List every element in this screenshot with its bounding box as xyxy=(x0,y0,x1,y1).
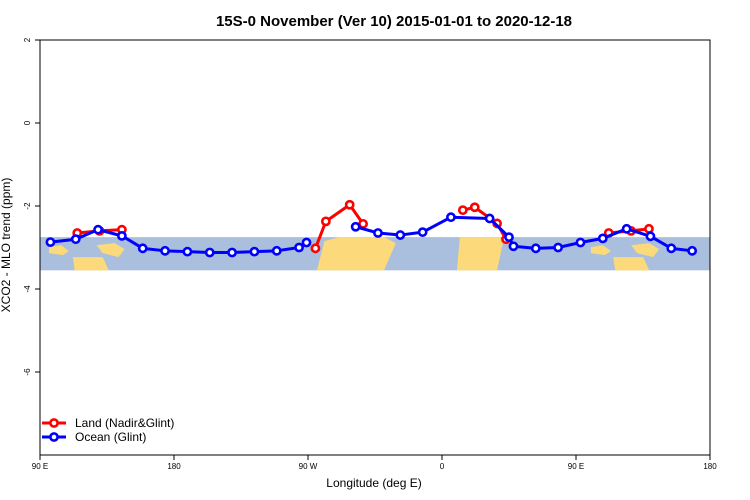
ocean-point xyxy=(301,237,312,248)
ocean-point xyxy=(70,234,81,245)
ocean-point xyxy=(575,237,586,248)
y-tick-label: 0 xyxy=(23,120,32,125)
land-maritime-se-asia-right xyxy=(590,245,611,256)
ocean-point xyxy=(45,237,56,248)
x-tick-label: 180 xyxy=(167,462,181,471)
land-point xyxy=(320,216,331,227)
legend-land-marker xyxy=(49,418,59,428)
legend-ocean-label: Ocean (Glint) xyxy=(75,430,146,444)
land-australia-left xyxy=(72,257,109,271)
ocean-point xyxy=(93,224,103,235)
y-tick-label: -2 xyxy=(23,202,32,210)
x-tick-label: 90 E xyxy=(568,462,584,471)
ocean-line xyxy=(355,215,693,253)
y-tick-label: 2 xyxy=(23,37,32,42)
ocean-point xyxy=(294,242,304,253)
land-point xyxy=(469,202,480,213)
series-layer xyxy=(45,199,698,258)
ocean-point xyxy=(373,228,383,238)
ocean-point xyxy=(666,243,677,254)
ocean-point xyxy=(249,246,260,257)
y-axis-label: XCO2 - MLO trend (ppm) xyxy=(0,178,13,313)
ocean-point xyxy=(553,242,564,253)
land-point xyxy=(457,205,468,216)
ocean-point xyxy=(504,232,514,243)
y-axis: 2 0 -2 -4 -6 xyxy=(23,37,40,376)
land-line xyxy=(314,203,365,249)
land-south-america xyxy=(316,237,396,271)
legend-land-label: Land (Nadir&Glint) xyxy=(75,416,174,430)
ocean-point xyxy=(160,245,170,256)
ocean-point xyxy=(137,243,148,254)
chart-title: 15S-0 November (Ver 10) 2015-01-01 to 20… xyxy=(216,13,572,30)
x-axis-label: Longitude (deg E) xyxy=(326,476,421,490)
ocean-point xyxy=(484,213,495,224)
x-axis: 90 E 180 90 W 0 90 E 180 xyxy=(32,455,717,471)
ocean-point xyxy=(182,246,193,257)
land-new-guinea-left xyxy=(96,243,125,258)
land-new-guinea-right xyxy=(631,243,660,258)
x-tick-label: 180 xyxy=(703,462,717,471)
ocean-point xyxy=(645,231,656,242)
land-point xyxy=(310,243,321,254)
ocean-point xyxy=(530,243,541,254)
land-maritime-se-asia-left xyxy=(48,245,69,256)
land-point xyxy=(644,223,654,234)
plot-frame xyxy=(39,39,711,456)
y-tick-label: -4 xyxy=(23,285,32,293)
x-tick-label: 90 E xyxy=(32,462,48,471)
ocean-point xyxy=(116,230,127,241)
ocean-point xyxy=(508,241,519,252)
ocean-point xyxy=(417,227,428,238)
legend-ocean-marker xyxy=(49,432,59,442)
x-tick-label: 0 xyxy=(440,462,445,471)
series-ocean xyxy=(45,212,698,258)
ocean-point xyxy=(204,247,215,258)
ocean-point xyxy=(350,221,361,232)
ocean-point xyxy=(271,245,282,256)
ocean-point xyxy=(621,223,632,234)
ocean-point xyxy=(395,230,406,240)
x-tick-label: 90 W xyxy=(299,462,318,471)
land-point xyxy=(344,199,355,210)
map-band xyxy=(40,237,710,271)
ocean-point xyxy=(687,245,698,256)
legend: Land (Nadir&Glint)Ocean (Glint) xyxy=(42,416,174,444)
ocean-point xyxy=(227,247,237,258)
ocean-point xyxy=(597,233,608,244)
land-australia-right xyxy=(613,257,650,271)
land-africa xyxy=(456,237,505,271)
land-point xyxy=(358,218,368,229)
y-tick-label: -6 xyxy=(23,368,32,376)
ocean-point xyxy=(446,212,456,223)
